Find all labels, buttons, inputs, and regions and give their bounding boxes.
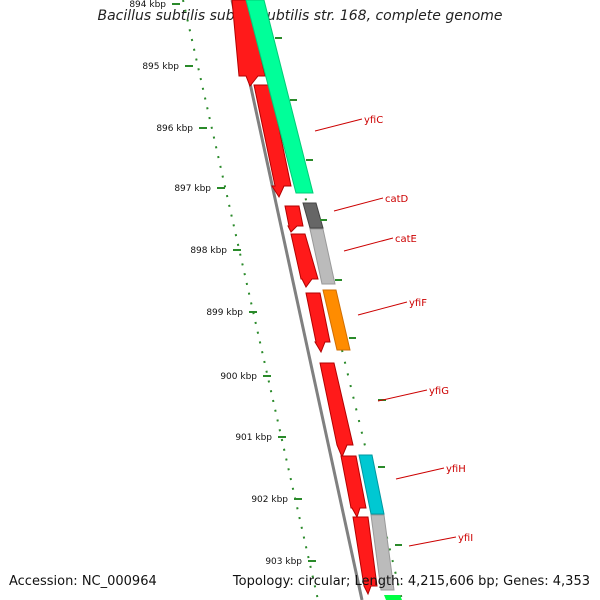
feature-label-catD[interactable]: catD <box>385 194 409 205</box>
axis-tick-label: 903 kbp <box>265 557 302 567</box>
axis-tick-label: 902 kbp <box>251 495 288 505</box>
axis-tick-label: 900 kbp <box>220 372 257 382</box>
axis-tick-label: 895 kbp <box>142 62 179 72</box>
gene-yfiC[interactable] <box>245 0 314 194</box>
cds-arrow[interactable] <box>352 516 378 596</box>
backbone-line <box>230 0 364 600</box>
cds-arrow[interactable] <box>340 455 367 519</box>
feature-label-yfiH[interactable]: yfiH <box>446 464 466 475</box>
label-leader-line <box>357 301 408 316</box>
feature-label-yfiI[interactable]: yfiI <box>458 533 473 544</box>
feature-label-yfiC[interactable]: yfiC <box>364 115 383 126</box>
cds-arrow[interactable] <box>284 205 304 233</box>
feature-label-yfiG[interactable]: yfiG <box>429 386 449 397</box>
label-leader-line <box>343 237 394 252</box>
position-axis: 894 kbp 895 kbp 896 kbp 897 kbp 898 kbp 899 k… <box>129 0 316 567</box>
axis-tick-label: 899 kbp <box>206 308 243 318</box>
gene-next[interactable] <box>384 595 402 600</box>
cds-arrow[interactable] <box>305 292 331 354</box>
feature-label-yfiF[interactable]: yfiF <box>409 298 427 309</box>
cds-arrow[interactable] <box>290 233 319 288</box>
forward-cds-track <box>231 0 378 596</box>
feature-labels: yfiC catD catE yfiF yfiG yfiH yfiI <box>314 115 473 547</box>
gene-yfiF[interactable] <box>322 289 351 351</box>
gene-yfiH[interactable] <box>358 454 385 515</box>
gene-track <box>245 0 402 600</box>
gene-catE[interactable] <box>309 228 336 285</box>
axis-tick-label: 896 kbp <box>156 124 193 134</box>
gene-yfiI[interactable] <box>370 514 395 591</box>
map-title: Bacillus subtilis subsp. subtilis str. 1… <box>97 8 503 24</box>
feature-label-catE[interactable]: catE <box>395 234 417 245</box>
axis-tick-label: 897 kbp <box>174 184 211 194</box>
label-leader-line <box>408 536 457 547</box>
label-leader-line <box>395 467 445 480</box>
genome-summary: Topology: circular; Length: 4,215,606 bp… <box>232 574 590 589</box>
label-leader-line <box>333 197 384 212</box>
axis-tick-label: 898 kbp <box>190 246 227 256</box>
accession-label: Accession: NC_000964 <box>9 574 157 589</box>
label-leader-line <box>314 118 363 132</box>
label-leader-line <box>377 389 428 402</box>
axis-tick-label: 901 kbp <box>235 433 272 443</box>
cds-arrow[interactable] <box>319 362 354 459</box>
axis-tick-label: 894 kbp <box>129 0 166 10</box>
gene-catD[interactable] <box>302 202 324 229</box>
